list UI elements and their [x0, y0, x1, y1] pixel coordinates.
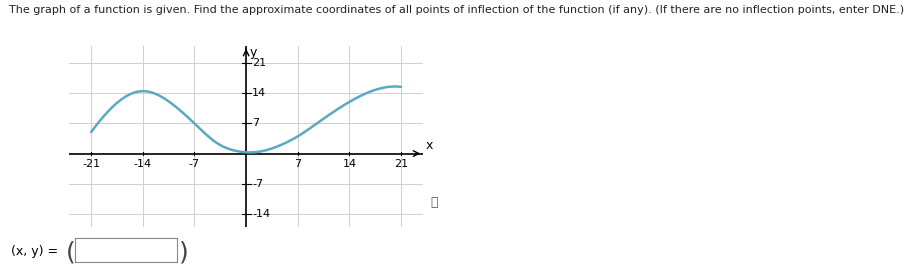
Text: 7: 7	[252, 119, 259, 129]
Text: -21: -21	[82, 159, 100, 169]
Text: ⓘ: ⓘ	[430, 196, 437, 209]
Text: The graph of a function is given. Find the approximate coordinates of all points: The graph of a function is given. Find t…	[9, 5, 903, 15]
Text: ): )	[178, 241, 188, 264]
Text: 14: 14	[252, 88, 266, 98]
Text: x: x	[425, 139, 432, 152]
Text: y: y	[250, 46, 257, 59]
Text: 21: 21	[252, 58, 266, 68]
Text: (x, y) =: (x, y) =	[11, 245, 58, 258]
Text: 14: 14	[342, 159, 356, 169]
Text: -14: -14	[133, 159, 152, 169]
Text: 7: 7	[294, 159, 301, 169]
Text: (: (	[66, 241, 76, 264]
Text: 21: 21	[393, 159, 408, 169]
Text: -7: -7	[188, 159, 199, 169]
Text: -7: -7	[252, 179, 263, 189]
Text: -14: -14	[252, 209, 270, 219]
